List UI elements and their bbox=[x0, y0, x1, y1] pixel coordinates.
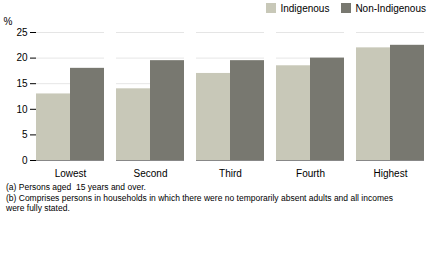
html-text:(a) Persons aged 15 years and: (a) Persons aged 15 years and over. bbox=[6, 182, 146, 192]
svg-text:Second: Second bbox=[134, 168, 168, 179]
html-text:Indigenous: Indigenous bbox=[280, 3, 330, 14]
html-text:were fully stated.: were fully stated. bbox=[6, 203, 70, 214]
svg-text:15: 15 bbox=[16, 78, 28, 89]
html-text:(b) Comprises persons in house: (b) Comprises persons in households in w… bbox=[6, 192, 393, 203]
svg-text:Fourth: Fourth bbox=[296, 168, 325, 179]
svg-text:Highest: Highest bbox=[374, 168, 408, 179]
svg-text:%: % bbox=[4, 16, 13, 27]
svg-text:Third: Third bbox=[219, 168, 242, 179]
svg-text:25: 25 bbox=[16, 27, 28, 38]
svg-text:10: 10 bbox=[16, 104, 28, 115]
html-text:Non-Indigenous: Non-Indigenous bbox=[355, 3, 426, 14]
svg-text:20: 20 bbox=[16, 52, 28, 63]
svg-text:5: 5 bbox=[22, 129, 28, 140]
svg-text:Lowest: Lowest bbox=[55, 168, 87, 179]
svg-text:0: 0 bbox=[22, 155, 28, 166]
